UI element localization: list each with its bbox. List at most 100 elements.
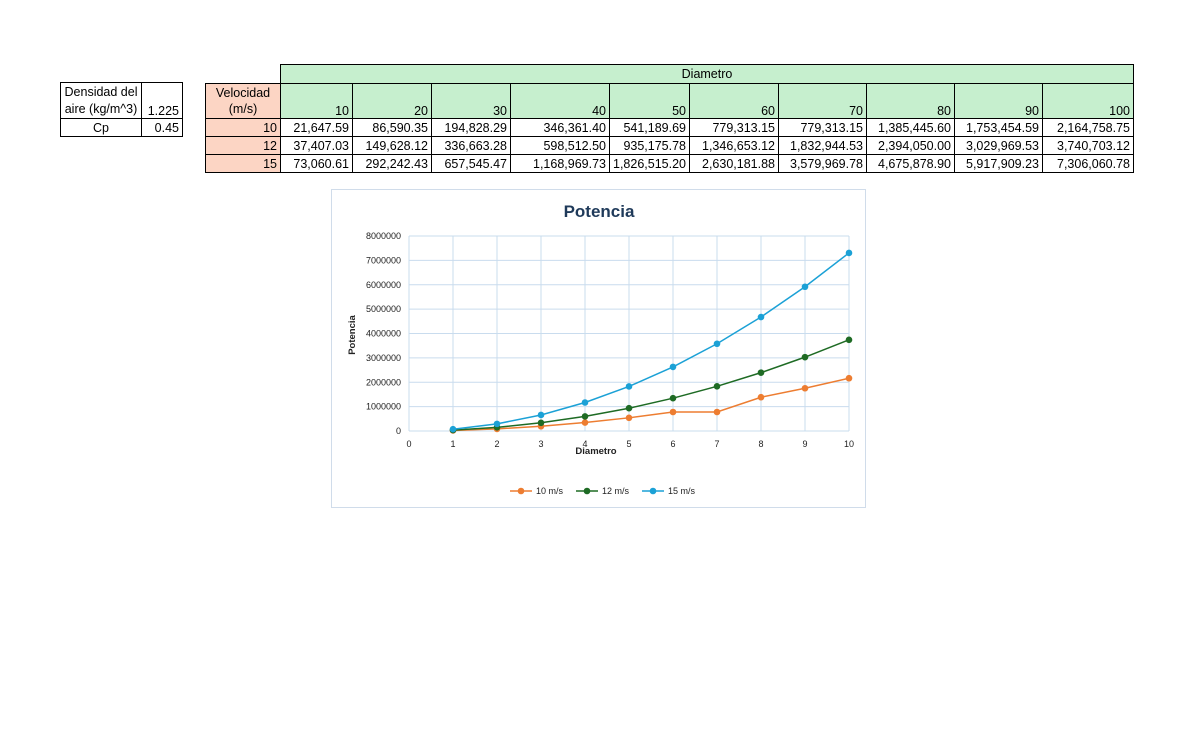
power-cell[interactable]: 336,663.28 (431, 136, 511, 155)
power-cell[interactable]: 935,175.78 (609, 136, 690, 155)
diameter-header-cell[interactable]: 20 (352, 83, 432, 119)
data-point (537, 411, 545, 419)
power-cell[interactable]: 3,579,969.78 (778, 154, 867, 173)
diameter-header-cell[interactable]: 70 (778, 83, 867, 119)
diameter-header-cell[interactable]: 60 (689, 83, 779, 119)
data-point (669, 408, 677, 416)
power-cell[interactable]: 1,826,515.20 (609, 154, 690, 173)
data-point (757, 369, 765, 376)
diameter-value: 40 (592, 104, 606, 118)
power-cell[interactable]: 7,306,060.78 (1042, 154, 1134, 173)
table-row: 15 73,060.61 292,242.43 657,545.47 1,168… (205, 154, 1134, 173)
power-cell[interactable]: 2,394,050.00 (866, 136, 955, 155)
power-cell[interactable]: 598,512.50 (510, 136, 610, 155)
power-cell[interactable]: 292,242.43 (352, 154, 432, 173)
power-chart[interactable]: Potencia 0 1000000 2000000 3000000 4000000 50… (331, 189, 866, 508)
power-cell[interactable]: 346,361.40 (510, 118, 610, 137)
diameter-header-cell[interactable]: 40 (510, 83, 610, 119)
velocity-cell[interactable]: 12 (205, 136, 281, 155)
y-tick-label: 7000000 (366, 255, 401, 265)
power-cell[interactable]: 3,740,703.12 (1042, 136, 1134, 155)
power-cell[interactable]: 4,675,878.90 (866, 154, 955, 173)
power-cell[interactable]: 1,385,445.60 (866, 118, 955, 137)
power-cell[interactable]: 779,313.15 (689, 118, 779, 137)
velocity-cell[interactable]: 15 (205, 154, 281, 173)
chart-grid (408, 235, 850, 432)
density-row: Densidad del aire (kg/m^3) 1.225 (60, 82, 183, 119)
legend-marker (649, 487, 657, 495)
y-axis-title: Potencia (347, 314, 358, 354)
density-label-cell[interactable]: Densidad del aire (kg/m^3) (60, 82, 142, 119)
velocity-header-cell[interactable]: Velocidad (m/s) (205, 83, 281, 119)
cp-label-cell[interactable]: Cp (60, 118, 142, 137)
table-row: 10 21,647.59 86,590.35 194,828.29 346,36… (205, 118, 1134, 137)
legend-marker (517, 487, 525, 495)
x-tick-label: 4 (582, 439, 587, 449)
chart-canvas: Potencia 0100000020000003000000400000050… (347, 202, 854, 496)
empty-corner-cell (206, 65, 281, 84)
diameter-title-row: Diametro (206, 64, 1134, 84)
power-table: Diametro Velocidad (m/s) 10 20 30 40 50 … (205, 64, 1134, 173)
diameter-header-cell[interactable]: 80 (866, 83, 955, 119)
power-cell[interactable]: 2,630,181.88 (689, 154, 779, 173)
cp-row: Cp 0.45 (60, 118, 183, 137)
x-tick-label: 10 (844, 439, 854, 449)
chart-series (449, 249, 853, 434)
y-tick-label: 3000000 (366, 353, 401, 363)
diameter-value: 100 (1109, 104, 1130, 118)
power-cell[interactable]: 657,545.47 (431, 154, 511, 173)
diameter-value: 80 (937, 104, 951, 118)
data-point (845, 336, 853, 344)
velocity-label-line1: Velocidad (215, 86, 271, 100)
data-point (625, 404, 633, 412)
density-value: 1.225 (147, 104, 179, 118)
legend-marker (583, 487, 591, 495)
diameter-title-cell[interactable]: Diametro (280, 64, 1134, 84)
legend-label: 12 m/s (602, 486, 630, 496)
power-cell[interactable]: 1,753,454.59 (954, 118, 1043, 137)
x-axis-ticks: 0 1 2 3 4 5 6 7 8 9 10 (406, 439, 854, 449)
power-cell[interactable]: 2,164,758.75 (1042, 118, 1134, 137)
data-point (537, 419, 545, 427)
chart-title: Potencia (564, 202, 635, 221)
x-tick-label: 0 (406, 439, 411, 449)
diameter-header-cell[interactable]: 30 (431, 83, 511, 119)
series-line (452, 339, 850, 431)
data-point (625, 414, 633, 422)
data-point (845, 249, 853, 257)
power-cell[interactable]: 1,168,969.73 (510, 154, 610, 173)
y-tick-label: 8000000 (366, 231, 401, 241)
cp-value-cell[interactable]: 0.45 (141, 118, 183, 137)
data-point (713, 340, 721, 348)
power-cell[interactable]: 73,060.61 (280, 154, 353, 173)
diameter-header-cell[interactable]: 50 (609, 83, 690, 119)
power-cell[interactable]: 1,832,944.53 (778, 136, 867, 155)
power-cell[interactable]: 149,628.12 (352, 136, 432, 155)
power-cell[interactable]: 5,917,909.23 (954, 154, 1043, 173)
data-point (449, 425, 457, 433)
diameter-header-row: Velocidad (m/s) 10 20 30 40 50 60 70 80 … (205, 83, 1134, 119)
diameter-value: 50 (672, 104, 686, 118)
diameter-value: 60 (761, 104, 775, 118)
power-cell[interactable]: 37,407.03 (280, 136, 353, 155)
data-point (713, 408, 721, 416)
data-point (581, 413, 589, 420)
power-cell[interactable]: 21,647.59 (280, 118, 353, 137)
data-point (801, 353, 809, 361)
power-cell[interactable]: 3,029,969.53 (954, 136, 1043, 155)
diameter-header-cell[interactable]: 100 (1042, 83, 1134, 119)
x-tick-label: 1 (450, 439, 455, 449)
density-value-cell[interactable]: 1.225 (141, 82, 183, 119)
diameter-header-cell[interactable]: 10 (280, 83, 353, 119)
diameter-header-cell[interactable]: 90 (954, 83, 1043, 119)
data-point (801, 384, 809, 392)
data-point (581, 419, 589, 426)
power-cell[interactable]: 194,828.29 (431, 118, 511, 137)
series-line (452, 377, 850, 432)
power-cell[interactable]: 541,189.69 (609, 118, 690, 137)
power-cell[interactable]: 1,346,653.12 (689, 136, 779, 155)
velocity-cell[interactable]: 10 (205, 118, 281, 137)
data-point (493, 420, 501, 428)
power-cell[interactable]: 86,590.35 (352, 118, 432, 137)
power-cell[interactable]: 779,313.15 (778, 118, 867, 137)
